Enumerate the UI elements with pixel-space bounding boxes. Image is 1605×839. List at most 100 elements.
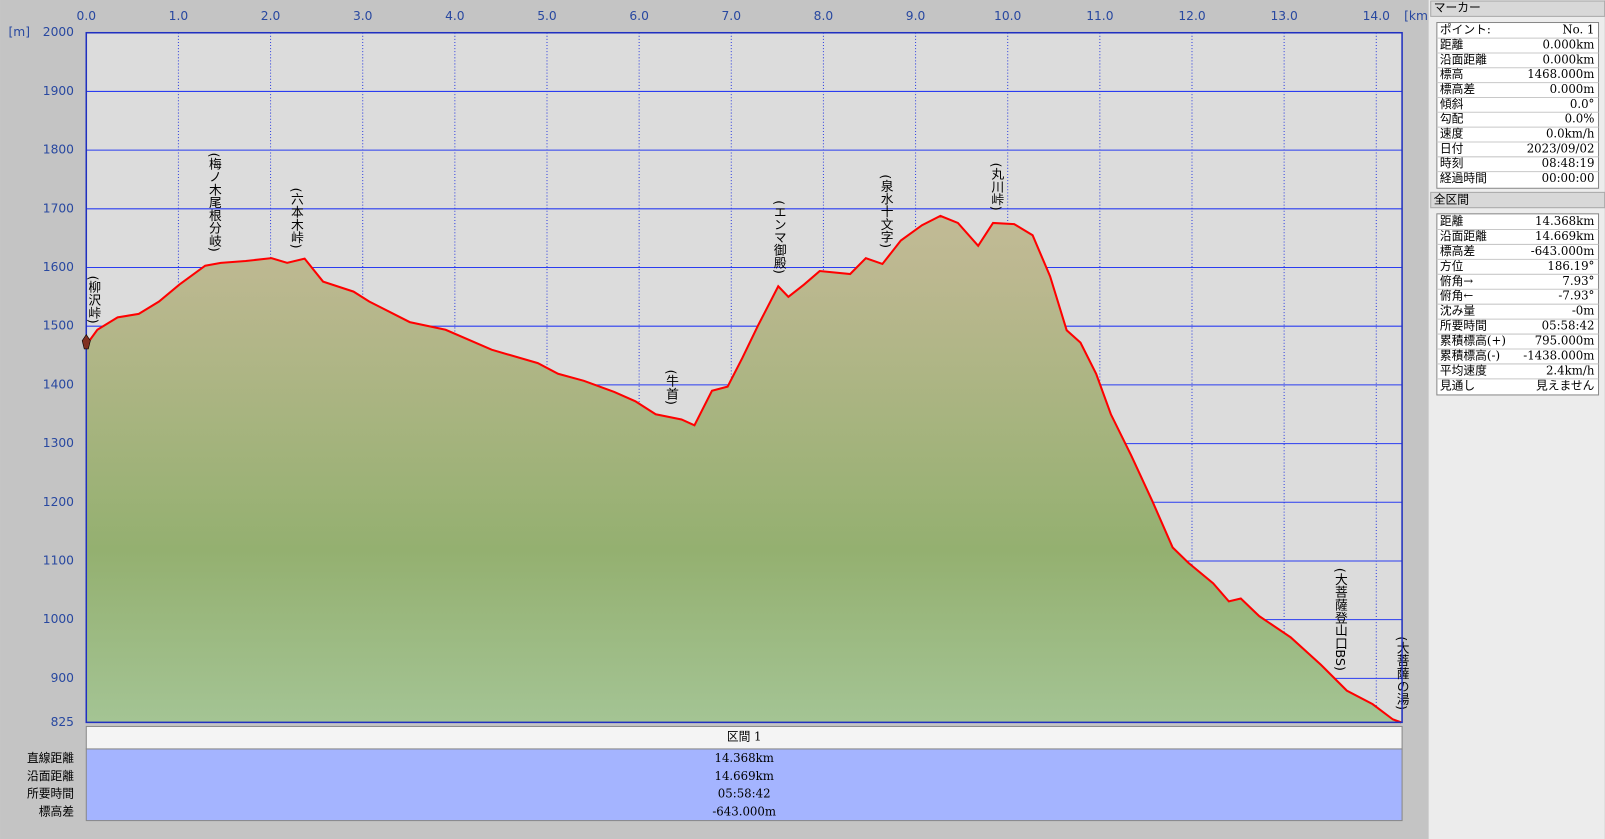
x-unit: [km] bbox=[1404, 9, 1433, 23]
x-tick-label: 6.0 bbox=[629, 9, 649, 23]
y-tick-label: 1200 bbox=[43, 495, 74, 509]
panel-label: 累積標高(-) bbox=[1440, 348, 1500, 362]
annotation: (丸川峠) bbox=[988, 162, 1003, 210]
panel-label: ポイント: bbox=[1440, 23, 1491, 37]
panel-value: 08:48:19 bbox=[1542, 156, 1595, 170]
y-tick-label: 2000 bbox=[43, 25, 74, 39]
section-row-value: 14.368km bbox=[714, 751, 773, 765]
panel-label: 所要時間 bbox=[1440, 319, 1487, 333]
panel-value: -1438.000m bbox=[1523, 348, 1594, 362]
panel-value: No. 1 bbox=[1562, 23, 1594, 37]
panel-label: 見通し bbox=[1440, 378, 1475, 392]
x-tick-label: 8.0 bbox=[814, 9, 834, 23]
x-tick-label: 1.0 bbox=[169, 9, 189, 23]
section-row-label: 沿面距離 bbox=[27, 769, 74, 783]
x-tick-label: 10.0 bbox=[994, 9, 1021, 23]
marker-title: マーカー bbox=[1434, 1, 1481, 15]
plot-border bbox=[85, 31, 1403, 724]
x-tick-label: 4.0 bbox=[445, 9, 465, 23]
panel-value: 0.0° bbox=[1570, 97, 1595, 111]
y-tick-label: 1600 bbox=[43, 260, 74, 274]
annotation: (牛首) bbox=[663, 369, 678, 405]
section-row-value: -643.000m bbox=[712, 804, 776, 818]
annotation: (六本木峠) bbox=[288, 187, 303, 248]
section-row-label: 所要時間 bbox=[27, 787, 74, 801]
y-tick-label: 900 bbox=[51, 671, 74, 685]
x-tick-label: 2.0 bbox=[261, 9, 281, 23]
y-tick-label: 1700 bbox=[43, 201, 74, 215]
panel-label: 方位 bbox=[1440, 259, 1464, 273]
panel-label: 標高 bbox=[1440, 67, 1463, 81]
annotation: (柳沢峠) bbox=[85, 275, 100, 323]
panel-value: 0.0% bbox=[1565, 112, 1595, 126]
section-row-value: 14.669km bbox=[714, 769, 773, 783]
y-tick-label: 1900 bbox=[43, 84, 74, 98]
panel-value: 186.19° bbox=[1547, 259, 1594, 273]
panel-label: 距離 bbox=[1440, 214, 1464, 228]
panel-value: 見えません bbox=[1536, 378, 1595, 392]
panel-label: 平均速度 bbox=[1440, 363, 1487, 377]
panel-value: 14.368km bbox=[1535, 214, 1594, 228]
x-tick-label: 5.0 bbox=[537, 9, 557, 23]
panel-label: 俯角← bbox=[1440, 289, 1473, 303]
panel-value: -7.93° bbox=[1558, 289, 1594, 303]
panel-value: 0.000km bbox=[1543, 38, 1595, 52]
panel-value: -0m bbox=[1572, 304, 1595, 318]
section-row-label: 標高差 bbox=[39, 804, 74, 818]
panel-label: 沈み量 bbox=[1440, 304, 1475, 318]
section-row-value: 05:58:42 bbox=[718, 787, 771, 801]
panel-value: -643.000m bbox=[1531, 244, 1595, 258]
panel-label: 距離 bbox=[1440, 38, 1464, 52]
x-tick-label: 7.0 bbox=[722, 9, 742, 23]
panel-label: 俯角→ bbox=[1440, 274, 1473, 288]
panel-value: 14.669km bbox=[1535, 229, 1594, 243]
panel-label: 日付 bbox=[1440, 141, 1464, 155]
y-tick-label: 1500 bbox=[43, 319, 74, 333]
panel-value: 0.000m bbox=[1550, 82, 1595, 96]
x-tick-label: 14.0 bbox=[1363, 9, 1390, 23]
section-row-label: 直線距離 bbox=[27, 751, 74, 765]
annotation: (泉水十文字) bbox=[878, 174, 893, 248]
panel-value: 795.000m bbox=[1535, 334, 1595, 348]
panel-label: 時刻 bbox=[1440, 156, 1463, 170]
panel-label: 標高差 bbox=[1440, 244, 1475, 258]
elevation-line bbox=[85, 214, 1402, 724]
y-tick-label: 825 bbox=[51, 715, 74, 729]
section-panel-title: 全区間 bbox=[1434, 193, 1469, 207]
panel-value: 1468.000m bbox=[1527, 67, 1594, 81]
y-tick-label: 1300 bbox=[43, 436, 74, 450]
y-unit: [m] bbox=[9, 25, 31, 39]
panel-value: 0.0km/h bbox=[1546, 127, 1595, 141]
panel-label: 経過時間 bbox=[1440, 171, 1487, 185]
panel-value: 7.93° bbox=[1562, 274, 1594, 288]
x-tick-label: 12.0 bbox=[1178, 9, 1205, 23]
y-tick-label: 1800 bbox=[43, 143, 74, 157]
panel-value: 2.4km/h bbox=[1546, 363, 1595, 377]
panel-value: 0.000km bbox=[1543, 52, 1595, 66]
section-title: 区間 1 bbox=[727, 730, 762, 744]
panel-value: 2023/09/02 bbox=[1527, 141, 1595, 155]
x-tick-label: 13.0 bbox=[1270, 9, 1297, 23]
marker-table bbox=[1436, 21, 1600, 189]
panel-value: 05:58:42 bbox=[1542, 319, 1595, 333]
panel-label: 傾斜 bbox=[1440, 97, 1464, 111]
panel-label: 累積標高(+) bbox=[1440, 334, 1506, 348]
annotation: (梅ノ木尾根分岐) bbox=[206, 152, 221, 251]
panel-label: 標高差 bbox=[1440, 82, 1475, 96]
y-tick-label: 1400 bbox=[43, 377, 74, 391]
annotation: (大菩薩登山口BS) bbox=[1332, 568, 1347, 671]
x-tick-label: 11.0 bbox=[1086, 9, 1113, 23]
panel-label: 速度 bbox=[1440, 127, 1464, 141]
panel-label: 沿面距離 bbox=[1440, 229, 1487, 243]
section-body bbox=[85, 748, 1403, 822]
x-tick-label: 9.0 bbox=[906, 9, 926, 23]
panel-label: 勾配 bbox=[1440, 112, 1464, 126]
elevation-area bbox=[86, 215, 1402, 723]
panel-label: 沿面距離 bbox=[1440, 52, 1487, 66]
x-tick-label: 3.0 bbox=[353, 9, 373, 23]
panel-value: 00:00:00 bbox=[1542, 171, 1595, 185]
x-tick-label: 0.0 bbox=[77, 9, 97, 23]
y-tick-label: 1000 bbox=[43, 612, 74, 626]
